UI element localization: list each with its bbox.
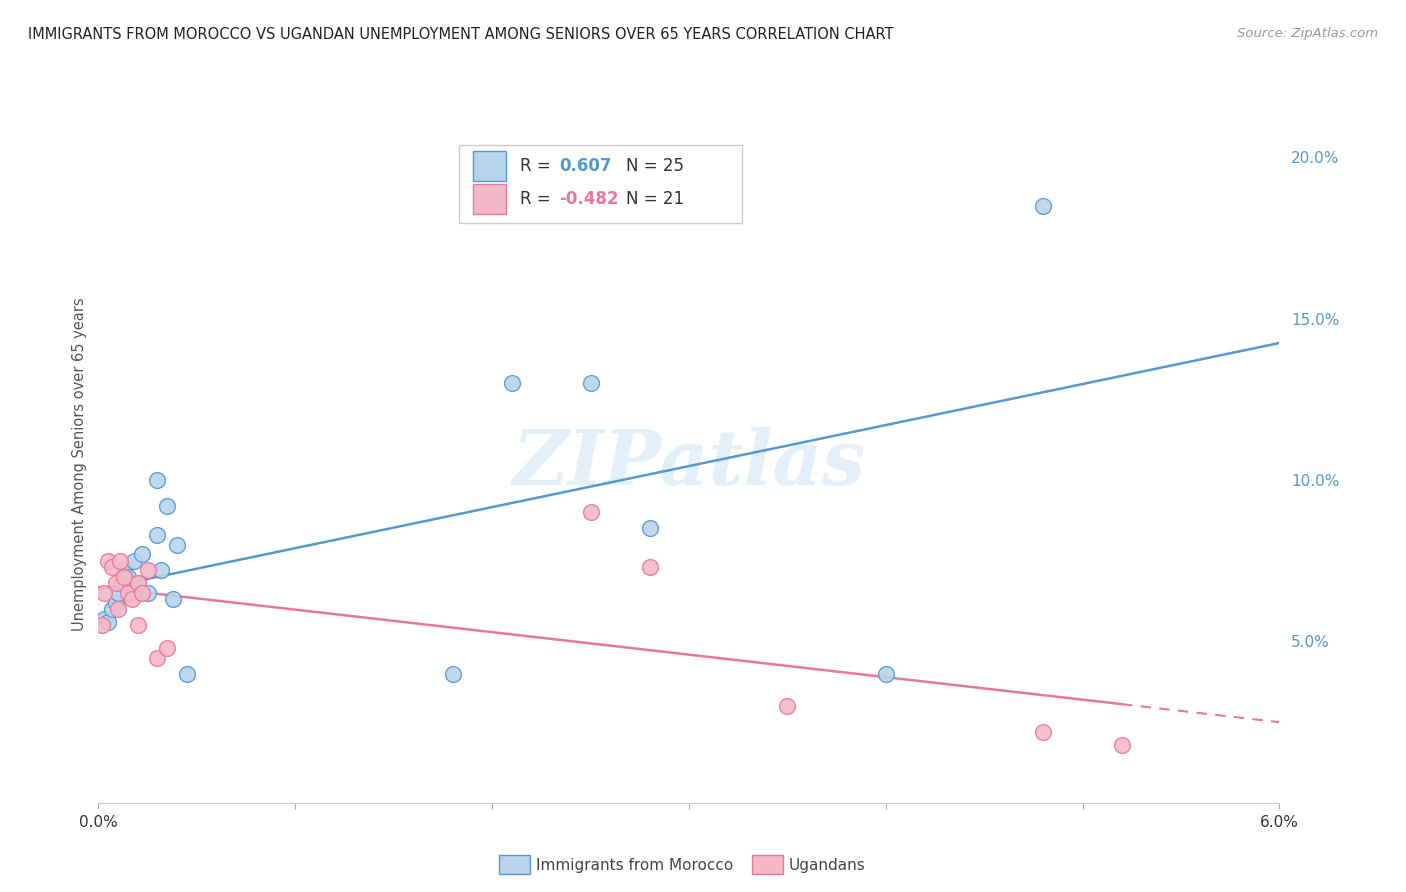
Point — [166, 537, 188, 551]
Y-axis label: Unemployment Among Seniors over 65 years: Unemployment Among Seniors over 65 years — [72, 297, 87, 631]
Point — [579, 376, 602, 391]
Point — [91, 618, 114, 632]
Point — [93, 612, 115, 626]
Text: 0.607: 0.607 — [560, 157, 612, 175]
Point — [156, 640, 179, 655]
FancyBboxPatch shape — [472, 184, 506, 214]
Point — [162, 592, 184, 607]
Point — [136, 563, 159, 577]
Point — [146, 528, 169, 542]
Point — [146, 473, 169, 487]
Point — [107, 602, 129, 616]
Point — [127, 576, 149, 591]
Point — [101, 602, 124, 616]
Point — [101, 560, 124, 574]
Point — [1032, 724, 1054, 739]
Text: ZIPatlas: ZIPatlas — [512, 427, 866, 500]
Point — [105, 596, 128, 610]
Text: R =: R = — [520, 190, 555, 208]
Text: Immigrants from Morocco: Immigrants from Morocco — [536, 858, 733, 872]
Point — [1111, 738, 1133, 752]
FancyBboxPatch shape — [458, 145, 742, 223]
Point — [111, 576, 134, 591]
Point — [127, 618, 149, 632]
Point — [638, 521, 661, 535]
Point — [150, 563, 173, 577]
Point — [146, 650, 169, 665]
Point — [875, 666, 897, 681]
FancyBboxPatch shape — [472, 151, 506, 181]
Point — [127, 576, 149, 591]
Text: Source: ZipAtlas.com: Source: ZipAtlas.com — [1237, 27, 1378, 40]
Text: IMMIGRANTS FROM MOROCCO VS UGANDAN UNEMPLOYMENT AMONG SENIORS OVER 65 YEARS CORR: IMMIGRANTS FROM MOROCCO VS UGANDAN UNEMP… — [28, 27, 894, 42]
Point — [112, 570, 135, 584]
Text: N = 21: N = 21 — [626, 190, 685, 208]
Point — [122, 554, 145, 568]
Point — [501, 376, 523, 391]
Point — [107, 586, 129, 600]
Point — [776, 698, 799, 713]
Text: -0.482: -0.482 — [560, 190, 619, 208]
Text: R =: R = — [520, 157, 555, 175]
Point — [638, 560, 661, 574]
Point — [117, 586, 139, 600]
Point — [131, 586, 153, 600]
Point — [93, 586, 115, 600]
Point — [1032, 198, 1054, 212]
Point — [105, 576, 128, 591]
Point — [579, 505, 602, 519]
Point — [156, 499, 179, 513]
Point — [112, 563, 135, 577]
Text: Ugandans: Ugandans — [789, 858, 866, 872]
Point — [131, 547, 153, 561]
Point — [136, 586, 159, 600]
Point — [121, 592, 143, 607]
Point — [441, 666, 464, 681]
Point — [176, 666, 198, 681]
Point — [117, 570, 139, 584]
Text: N = 25: N = 25 — [626, 157, 685, 175]
Point — [97, 615, 120, 629]
Point — [97, 554, 120, 568]
Point — [108, 554, 131, 568]
